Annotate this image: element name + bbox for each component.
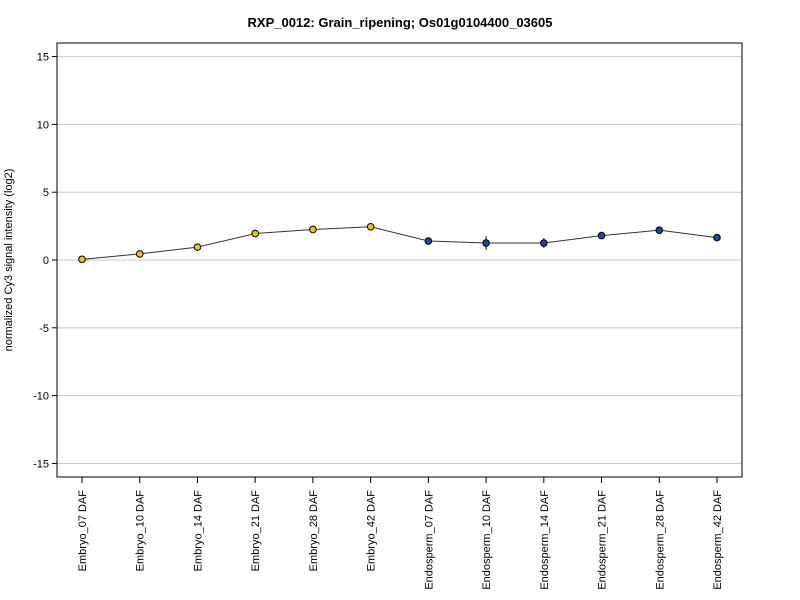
y-tick-label: 10: [37, 119, 49, 131]
data-point: [597, 231, 606, 240]
y-tick-label: 0: [43, 255, 49, 267]
y-tick-label: -5: [39, 323, 49, 335]
y-tick-label: -10: [33, 391, 49, 403]
data-point: [540, 239, 548, 247]
grid-lines: [57, 56, 742, 464]
x-tick-label: Embryo_28 DAF: [308, 490, 320, 572]
data-point: [251, 229, 259, 238]
x-tick-label: Embryo_42 DAF: [366, 490, 378, 572]
x-tick-label: Embryo_10 DAF: [135, 490, 147, 572]
data-point: [482, 239, 490, 247]
y-tick-label: 5: [43, 187, 49, 199]
data-point: [713, 233, 721, 242]
y-axis: -15 -10 -5 0 5 10 15: [33, 52, 57, 470]
x-tick-label: Embryo_21 DAF: [250, 490, 262, 572]
x-axis: Embryo_07 DAF Embryo_10 DAF Embryo_14 DAF E…: [77, 477, 724, 590]
x-tick-label: Embryo_14 DAF: [192, 490, 204, 572]
x-tick-label: Endosperm_07 DAF: [423, 490, 435, 590]
data-point: [424, 237, 433, 245]
data-points: [78, 222, 721, 264]
x-tick-label: Embryo_07 DAF: [77, 490, 89, 572]
y-tick-label: -15: [33, 458, 49, 470]
y-axis-label: normalized Cy3 signal intensity (log2): [3, 169, 15, 352]
series-line-group: [81, 226, 718, 260]
x-tick-label: Endosperm_21 DAF: [597, 490, 609, 590]
chart-title: RXP_0012: Grain_ripening; Os01g0104400_0…: [248, 15, 553, 30]
x-tick-label: Endosperm_10 DAF: [481, 490, 493, 590]
data-point: [309, 225, 317, 234]
data-point: [193, 243, 202, 251]
data-point: [78, 255, 86, 264]
y-tick-label: 15: [37, 52, 49, 64]
data-point: [655, 226, 664, 234]
x-tick-label: Endosperm_14 DAF: [539, 490, 551, 590]
series-line: [81, 226, 718, 260]
x-tick-label: Endosperm_42 DAF: [712, 490, 724, 590]
data-point: [366, 222, 375, 231]
data-point: [135, 250, 144, 258]
x-tick-label: Endosperm_28 DAF: [654, 490, 666, 590]
